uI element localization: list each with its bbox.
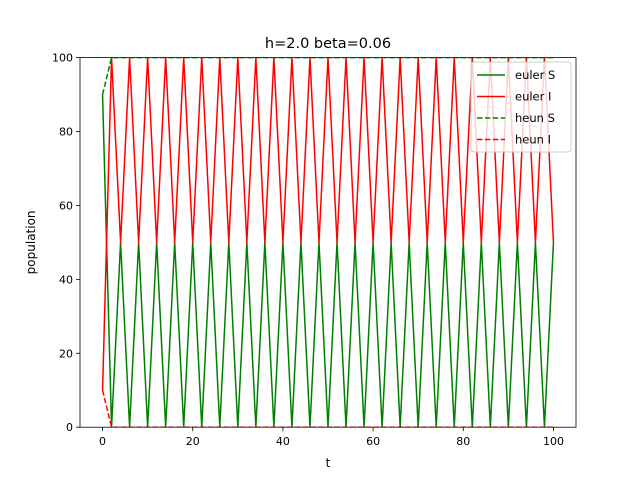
legend-label: heun I: [515, 133, 551, 147]
legend: euler S euler I heun S heun I: [470, 61, 572, 153]
series-line-euler-S: [101, 94, 555, 428]
y-tick-label: 100: [52, 52, 73, 65]
y-axis-label: population: [24, 210, 38, 274]
legend-label: euler I: [515, 90, 551, 104]
x-tick-label: 40: [276, 435, 290, 448]
series-layer: [101, 57, 555, 428]
y-tick-label: 0: [66, 421, 73, 434]
y-tick-label: 60: [59, 199, 73, 212]
series-line-euler-I: [101, 57, 555, 391]
legend-label: euler S: [515, 68, 555, 82]
y-axis-ticks: 0 20 40 60 80 100: [52, 52, 80, 434]
x-axis-label: t: [326, 456, 331, 470]
x-tick-label: 100: [543, 435, 564, 448]
x-axis-ticks: 0 20 40 60 80 100: [99, 427, 564, 448]
chart-title: h=2.0 beta=0.06: [265, 36, 391, 52]
y-tick-label: 40: [59, 273, 73, 286]
x-tick-label: 60: [366, 435, 380, 448]
y-tick-label: 20: [59, 347, 73, 360]
plot-frame: [79, 57, 577, 428]
y-tick-label: 80: [59, 126, 73, 139]
x-tick-label: 80: [456, 435, 470, 448]
legend-label: heun S: [515, 111, 555, 125]
x-tick-label: 20: [186, 435, 200, 448]
x-tick-label: 0: [99, 435, 106, 448]
legend-frame: [470, 61, 572, 153]
